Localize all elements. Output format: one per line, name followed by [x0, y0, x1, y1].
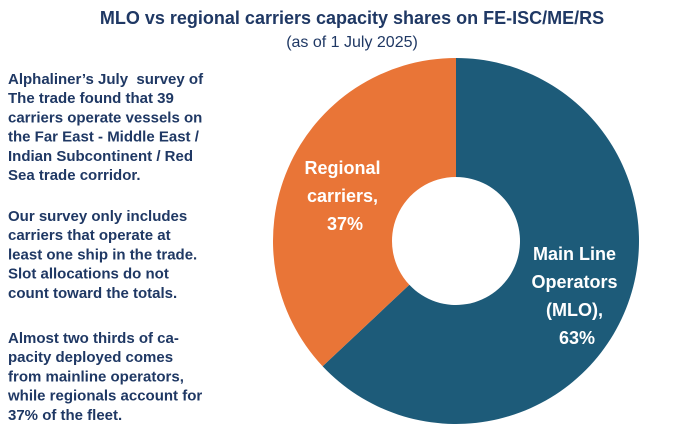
note-line: carriers that operate at: [8, 227, 171, 244]
note-line: Slot allocations do not: [8, 266, 169, 283]
donut-slice: [322, 58, 639, 425]
chart-title: MLO vs regional carriers capacity shares…: [100, 8, 604, 28]
note-line: count toward the totals.: [8, 285, 177, 302]
note-line: Alphaliner’s July survey of: [8, 71, 204, 88]
note-line: 37% of the fleet.: [8, 407, 122, 424]
note-line: Almost two thirds of ca-: [8, 330, 179, 347]
data-label: Regional carriers, 37%: [304, 158, 385, 234]
note-line: Sea trade corridor.: [8, 167, 141, 184]
chart-subtitle: (as of 1 July 2025): [286, 34, 418, 51]
data-label: Main Line Operators (MLO), 63%: [531, 244, 622, 348]
note-line: Indian Subcontinent / Red: [8, 148, 193, 165]
note-line: The trade found that 39: [8, 90, 174, 107]
note-line: least one ship in the trade.: [8, 246, 197, 263]
donut-slice: [272, 57, 456, 367]
note-line: pacity deployed comes: [8, 349, 173, 366]
note-line: while regionals account for: [7, 388, 202, 405]
note-line: carriers operate vessels on: [8, 109, 202, 126]
note-line: from mainline operators,: [8, 368, 184, 385]
note-line: the Far East - Middle East /: [8, 129, 200, 146]
note-line: Our survey only includes: [8, 208, 187, 225]
